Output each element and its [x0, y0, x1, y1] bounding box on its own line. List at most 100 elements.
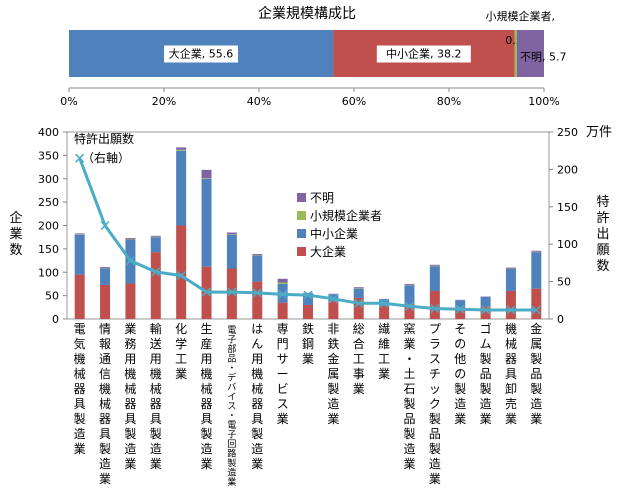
x-tick-label: 40% — [247, 95, 271, 108]
bar-segment — [353, 287, 364, 289]
bar-segment — [353, 297, 364, 319]
y-right-tick-label: 200 — [557, 163, 578, 176]
bar-segment — [328, 301, 339, 319]
y-left-tick-label: 250 — [38, 196, 59, 209]
x-category-label: ゴム製品製造業 — [480, 321, 492, 426]
segment-label: 小規模企業者, — [486, 9, 556, 23]
y-left-tick-label: 400 — [38, 126, 59, 139]
bar-segment — [505, 290, 516, 319]
bar-segment — [404, 304, 415, 319]
bar-segment — [252, 254, 263, 255]
line-point — [100, 220, 110, 231]
x-category-label: 金属製品製造業 — [530, 321, 542, 426]
line-point — [278, 289, 288, 299]
bar-segment — [100, 267, 111, 269]
line-series — [78, 157, 537, 312]
bar-segment — [74, 274, 85, 319]
y-right-axis-title: 特許出願数 — [596, 195, 609, 274]
bar-segment — [176, 149, 187, 151]
bar-segment — [252, 281, 263, 319]
bar-segment — [303, 304, 313, 319]
x-category-label: 総合工事業 — [353, 322, 365, 396]
x-tick-label: 0% — [60, 95, 77, 108]
y-right-tick-label: 150 — [557, 201, 578, 214]
y-left-tick-label: 150 — [38, 243, 59, 256]
legend-swatch — [297, 229, 306, 238]
line-point — [252, 288, 262, 298]
line-point — [354, 298, 364, 308]
line-point — [379, 298, 389, 308]
bar-segment — [455, 300, 466, 308]
bar-segment — [150, 237, 161, 253]
y-left-tick-label: 50 — [45, 290, 59, 303]
line-point — [328, 294, 338, 304]
bar-segment — [150, 252, 161, 319]
bar-segment — [404, 283, 415, 285]
x-category-label: 電気機械器具製造業 — [74, 322, 86, 456]
bar-segment — [176, 150, 187, 226]
bar-segment — [455, 307, 466, 319]
legend-swatch — [297, 247, 306, 256]
bar-segment — [226, 234, 237, 269]
segment-label: 不明, 5.7 — [520, 51, 567, 64]
bar-segment — [125, 283, 136, 319]
x-category-label: 機械器具卸売業 — [505, 321, 517, 426]
bar-segment — [226, 268, 237, 319]
segment-bar — [516, 30, 544, 77]
line-point — [430, 303, 440, 314]
bar-segment — [429, 266, 440, 291]
bar-segment — [176, 225, 187, 319]
bar-segment — [74, 234, 85, 275]
y-left-tick-label: 300 — [38, 173, 59, 186]
bar-segment — [226, 232, 237, 235]
bar-segment — [505, 268, 516, 291]
bar-segment — [277, 302, 288, 319]
x-category-label: 電子部品・デバイス・電子回路製造業 — [227, 325, 236, 488]
legend-swatch — [297, 193, 306, 202]
line-point — [404, 301, 415, 311]
line-annotation: （右軸） — [82, 150, 130, 165]
y-left-tick-label: 0 — [52, 313, 59, 326]
x-tick-label: 100% — [528, 95, 559, 108]
chart-title: 企業規模構成比 — [258, 5, 356, 22]
bar-segment — [480, 297, 491, 307]
bar-segment — [125, 238, 136, 240]
x-tick-label: 20% — [152, 95, 176, 108]
line-point — [455, 304, 465, 314]
bar-segment — [74, 233, 85, 235]
line-point — [531, 305, 541, 315]
x-category-label: はん用機械器具製造業 — [251, 322, 263, 471]
line-point — [125, 256, 135, 266]
bar-segment — [277, 278, 288, 283]
x-category-label: 繊維工業 — [378, 322, 390, 381]
bar-segment — [404, 285, 415, 305]
x-category-label: 化学工業 — [175, 322, 187, 381]
bar-segment — [100, 284, 111, 319]
y-right-tick-label: 0 — [557, 313, 564, 326]
segment-label: 大企業, 55.6 — [169, 47, 234, 61]
bar-segment — [429, 290, 440, 319]
x-category-label: 輸送用機械器具製造業 — [150, 321, 162, 471]
y-left-tick-label: 100 — [38, 266, 59, 279]
legend-label: 小規模企業者 — [310, 208, 382, 223]
x-category-label: プラスチック製品製造業 — [429, 322, 441, 486]
y-left-tick-label: 200 — [38, 220, 59, 233]
x-category-label: 鉄鋼業 — [302, 321, 314, 366]
bar-segment — [252, 255, 263, 282]
bar-segment — [531, 288, 542, 319]
x-tick-label: 60% — [342, 95, 366, 108]
bar-segment — [353, 288, 364, 298]
composition-bar-chart: 0% 20% 40% 60% 80% 100% 大企業, 55.6 中小企業, 38.2 小規模… — [60, 9, 566, 108]
bar-segment — [531, 250, 542, 252]
line-point — [151, 267, 161, 277]
x-category-label: 生産用機械器具製造業 — [201, 322, 213, 471]
x-category-label: 業務用機械器具製造業 — [124, 322, 136, 471]
segment-bar — [514, 30, 517, 77]
bar-segment — [531, 252, 542, 289]
bar-segment — [150, 235, 161, 237]
bar-segment — [379, 305, 390, 319]
y-left-axis-title: 企業数 — [9, 210, 22, 258]
segment-label-box — [376, 45, 471, 63]
bar-segment — [429, 264, 440, 266]
